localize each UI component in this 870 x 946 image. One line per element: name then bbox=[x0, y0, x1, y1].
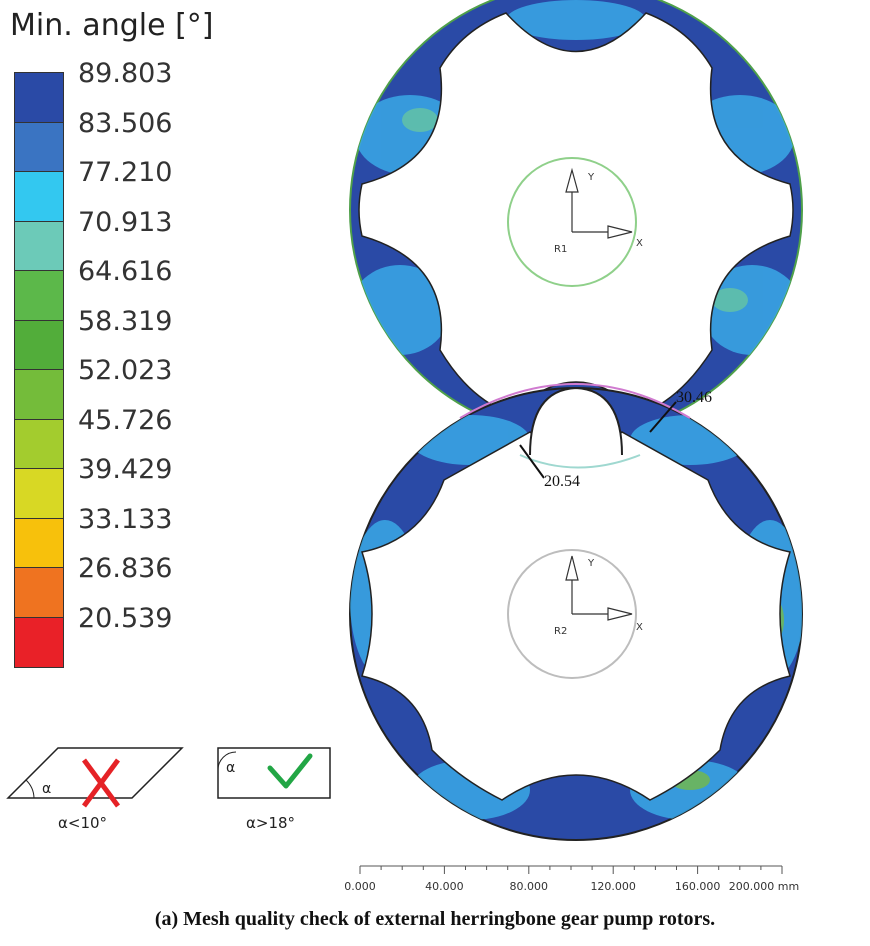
legend-swatch bbox=[15, 320, 63, 370]
bottom-rotor-reference-circle bbox=[507, 549, 637, 679]
scale-bar bbox=[359, 865, 783, 874]
legend-color-bar bbox=[14, 72, 64, 668]
legend-value-label: 64.616 bbox=[78, 256, 173, 287]
legend-swatch bbox=[15, 122, 63, 172]
top-rotor-reference-circle bbox=[507, 157, 637, 287]
legend-value-label: 83.506 bbox=[78, 107, 173, 139]
good-element-icon: α bbox=[217, 747, 331, 799]
legend-swatch bbox=[15, 518, 63, 568]
scale-tick-label: 40.000 bbox=[425, 880, 464, 893]
legend-value-label: 20.539 bbox=[78, 602, 173, 634]
legend-value-label: 58.319 bbox=[78, 305, 173, 337]
legend-swatch bbox=[15, 617, 63, 667]
legend-swatch bbox=[15, 568, 63, 618]
annotation-left-min: 20.54 bbox=[544, 473, 580, 490]
top-axis-y-label: Y bbox=[587, 172, 595, 183]
mesh-arc-bottom bbox=[519, 454, 641, 469]
legend-swatch bbox=[15, 221, 63, 271]
good-element-angle-symbol: α bbox=[226, 760, 235, 776]
legend-title: Min. angle [°] bbox=[10, 8, 214, 43]
mesh-arc-top bbox=[459, 383, 691, 419]
annotation-leader-right bbox=[649, 401, 677, 433]
legend-value-label: 89.803 bbox=[78, 58, 173, 89]
top-rotor-axes bbox=[565, 167, 633, 239]
legend-swatch bbox=[15, 172, 63, 222]
legend-value-label: 26.836 bbox=[78, 553, 173, 584]
legend-swatch bbox=[15, 469, 63, 519]
legend-swatch bbox=[15, 370, 63, 420]
top-axis-x-label: X bbox=[636, 238, 643, 249]
scale-tick-label: 0.000 bbox=[344, 880, 376, 893]
scale-tick-label: 200.000 mm bbox=[729, 880, 799, 893]
bad-element-label: α<10° bbox=[58, 814, 107, 832]
annotation-right-min: 30.46 bbox=[676, 389, 712, 406]
good-element-label: α>18° bbox=[246, 814, 295, 832]
checkmark-icon bbox=[267, 753, 313, 789]
legend-value-label: 77.210 bbox=[78, 157, 173, 188]
scale-tick-label: 80.000 bbox=[510, 880, 549, 893]
bottom-axis-y-label: Y bbox=[587, 558, 595, 569]
legend-swatch bbox=[15, 73, 63, 123]
top-rotor bbox=[349, 0, 803, 437]
figure-caption: (a) Mesh quality check of external herri… bbox=[154, 908, 716, 930]
bottom-rotor-label: R2 bbox=[554, 626, 567, 637]
bad-element-icon: α bbox=[6, 747, 184, 808]
bottom-rotor-axes bbox=[565, 555, 633, 621]
legend-value-label: 45.726 bbox=[78, 404, 173, 436]
legend-value-label: 33.133 bbox=[78, 503, 173, 535]
legend-value-label: 52.023 bbox=[78, 355, 173, 386]
bottom-rotor-cavity bbox=[361, 431, 791, 801]
legend-value-label: 39.429 bbox=[78, 454, 173, 485]
scale-tick-label: 120.000 bbox=[590, 880, 636, 893]
legend-swatch bbox=[15, 419, 63, 469]
bad-element-angle-symbol: α bbox=[42, 781, 51, 797]
scale-bar-labels: 0.000 40.000 80.000 120.000 160.000 200.000 m… bbox=[344, 880, 799, 893]
tooth-mesh-profile bbox=[529, 386, 623, 456]
top-rotor-label: R1 bbox=[554, 244, 567, 255]
bottom-axis-x-label: X bbox=[636, 622, 643, 633]
legend-swatch bbox=[15, 271, 63, 321]
annotation-leader-left bbox=[519, 444, 545, 479]
scale-tick-label: 160.000 bbox=[675, 880, 721, 893]
legend-value-label: 70.913 bbox=[78, 206, 173, 238]
